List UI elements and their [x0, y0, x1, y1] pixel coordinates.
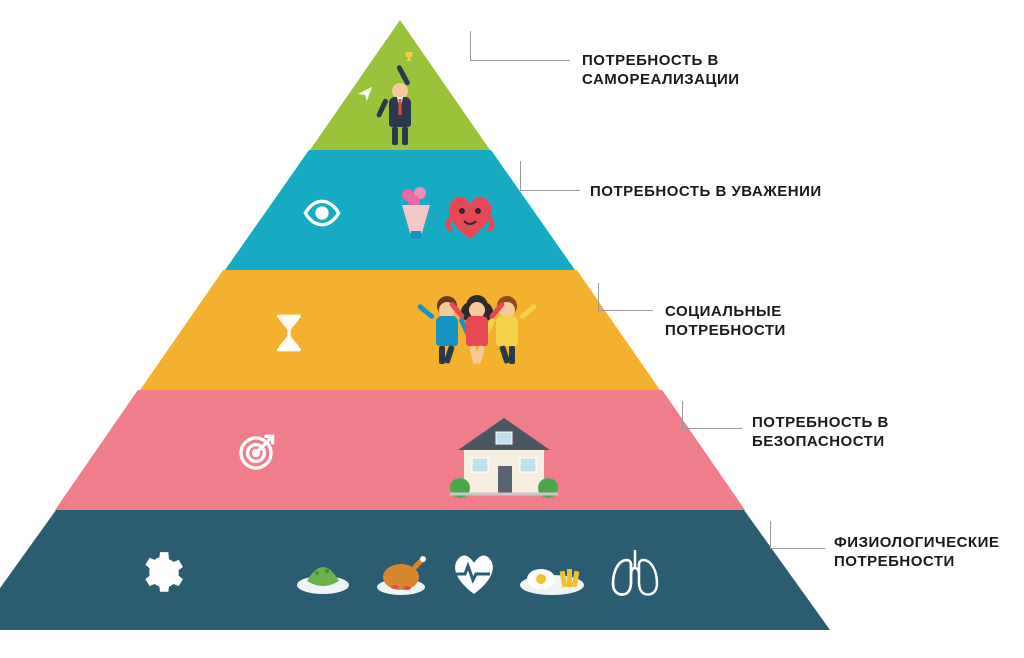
fried-egg-fries-icon — [517, 551, 587, 595]
house-illustration — [444, 408, 564, 498]
eye-icon — [302, 193, 342, 233]
connector-level-2 — [682, 428, 742, 429]
connector-level-5 — [470, 60, 570, 61]
heartbeat-icon — [449, 550, 499, 596]
connector-level-1 — [770, 548, 825, 549]
label-level-1: ФИЗИОЛОГИЧЕСКИЕ ПОТРЕБНОСТИ — [834, 534, 1024, 572]
maslow-pyramid — [30, 20, 770, 640]
lungs-icon — [605, 546, 665, 600]
label-level-3: СОЦИАЛЬНЫЕ ПОТРЕБНОСТИ — [665, 303, 905, 341]
heart-character-icon — [442, 191, 498, 241]
people-group-illustration — [423, 302, 531, 364]
physiological-illustration — [293, 546, 665, 600]
label-level-2: ПОТРЕБНОСТЬ В БЕЗОПАСНОСТИ — [752, 414, 992, 452]
love-esteem-illustration — [398, 185, 498, 241]
connector-level-4 — [520, 190, 580, 191]
label-level-5: ПОТРЕБНОСТЬ В САМОРЕАЛИЗАЦИИ — [582, 52, 822, 90]
guacamole-icon — [293, 551, 353, 595]
trophy-icon — [402, 51, 416, 65]
label-level-4: ПОТРЕБНОСТЬ В УВАЖЕНИИ — [590, 183, 822, 202]
pyramid-level-3 — [140, 270, 660, 390]
pyramid-level-4 — [225, 150, 575, 270]
paper-plane-icon — [356, 85, 374, 103]
pyramid-level-5 — [310, 20, 490, 150]
businessman-trophy-illustration — [382, 67, 418, 145]
pyramid-level-1 — [0, 510, 830, 630]
hourglass-icon — [269, 313, 309, 353]
connector-level-3 — [598, 310, 653, 311]
target-icon — [236, 433, 276, 473]
pyramid-level-2 — [55, 390, 745, 510]
flower-bouquet-icon — [398, 185, 434, 241]
gear-icon — [135, 548, 185, 598]
roast-chicken-icon — [371, 551, 431, 595]
